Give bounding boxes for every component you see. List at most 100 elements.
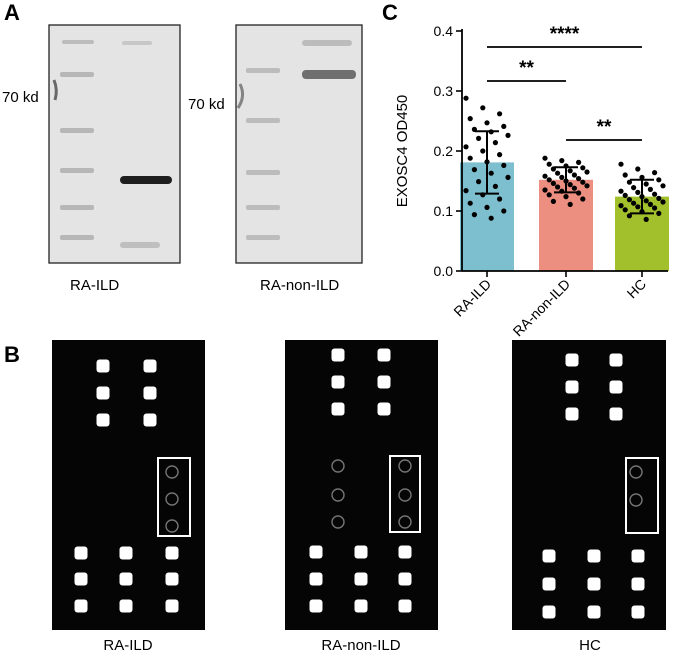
point-ra-non-ild-19 xyxy=(584,183,590,189)
point-ra-ild-21 xyxy=(492,183,498,189)
array-ra-non-ild-faint-spot-3 xyxy=(331,459,345,473)
point-ra-ild-28 xyxy=(471,212,477,218)
point-hc-13 xyxy=(652,191,658,197)
y-tick-label-2: 0.2 xyxy=(434,143,454,159)
array-ra-ild-spot-3 xyxy=(143,386,157,400)
array-ra-ild-spot-7 xyxy=(119,546,133,560)
point-hc-1 xyxy=(635,166,641,172)
y-tick-label-3: 0.3 xyxy=(434,83,454,99)
array-ra-ild-spot-9 xyxy=(74,572,88,586)
array-ra-non-ild-spot-2 xyxy=(331,375,345,389)
point-ra-ild-11 xyxy=(463,144,469,150)
blot-ra-non-ild-label: RA-non-ILD xyxy=(260,277,339,294)
point-ra-ild-0 xyxy=(463,95,469,101)
array-ra-non-ild-spot-0 xyxy=(331,348,345,362)
blot-ra-ild-marker: 70 kd xyxy=(2,89,39,106)
y-tick-label-1: 0.1 xyxy=(434,203,454,219)
array-ra-non-ild-spot-14 xyxy=(398,599,412,613)
array-ra-non-ild-faint-spot-0 xyxy=(398,459,412,473)
point-ra-non-ild-14 xyxy=(546,177,552,183)
array-ra-ild-spot-12 xyxy=(74,599,88,613)
array-ra-non-ild-faint-spot-1 xyxy=(398,488,412,502)
array-ra-non-ild-spot-3 xyxy=(377,375,391,389)
point-hc-7 xyxy=(643,181,649,187)
array-hc-faint-spot-0 xyxy=(629,465,643,479)
point-hc-5 xyxy=(656,177,662,183)
panel-a-letter: A xyxy=(4,0,20,25)
blot-ra-ild-ladder xyxy=(60,40,160,248)
array-ra-ild xyxy=(52,340,205,630)
significance-label-2: ** xyxy=(597,117,612,138)
point-ra-non-ild-25 xyxy=(546,192,552,198)
blot-ra-non-ild-membrane xyxy=(235,24,363,264)
point-hc-8 xyxy=(660,183,666,189)
point-ra-non-ild-1 xyxy=(559,158,565,164)
point-hc-28 xyxy=(626,213,633,219)
array-ra-non-ild-highlight-box xyxy=(389,455,421,533)
x-tick-label-1: RA-non-ILD xyxy=(510,276,574,340)
point-ra-non-ild-21 xyxy=(571,185,578,191)
point-ra-non-ild-0 xyxy=(542,155,548,161)
array-ra-ild-spot-1 xyxy=(143,359,157,373)
point-ra-non-ild-27 xyxy=(580,196,586,202)
point-ra-ild-17 xyxy=(471,167,477,173)
point-ra-ild-4 xyxy=(484,120,490,126)
point-hc-0 xyxy=(618,161,624,167)
point-ra-ild-16 xyxy=(501,162,507,168)
point-ra-non-ild-20 xyxy=(555,184,561,190)
array-hc-spot-14 xyxy=(631,605,645,619)
array-ra-non-ild-spot-1 xyxy=(377,348,391,362)
point-hc-6 xyxy=(626,179,633,185)
y-tick-label-4: 0.4 xyxy=(434,23,454,39)
blot-ra-non-ild-ladder xyxy=(246,40,356,240)
significance-label-1: ** xyxy=(519,58,534,79)
array-ra-ild-spot-4 xyxy=(96,413,110,427)
y-axis-label: EXOSC4 OD450 xyxy=(394,95,411,208)
blot-ra-ild: 70 kd RA-ILD xyxy=(2,24,181,294)
array-hc-spot-10 xyxy=(587,577,601,591)
blot-ra-ild-membrane xyxy=(48,24,181,264)
array-hc-spot-7 xyxy=(587,549,601,563)
array-hc-spot-8 xyxy=(631,549,645,563)
point-hc-20 xyxy=(631,200,637,206)
array-hc-spot-1 xyxy=(609,353,623,367)
point-ra-ild-18 xyxy=(488,170,494,176)
array-ra-non-ild-faint-spot-2 xyxy=(398,515,412,529)
point-ra-non-ild-17 xyxy=(550,180,557,186)
array-ra-non-ild-faint-spot-4 xyxy=(331,488,345,502)
array-ra-non-ild-spot-5 xyxy=(377,402,391,416)
array-hc-spot-2 xyxy=(565,380,579,394)
point-ra-non-ild-8 xyxy=(584,169,590,175)
array-ra-non-ild-spot-4 xyxy=(331,402,345,416)
point-hc-23 xyxy=(635,204,641,210)
point-ra-ild-9 xyxy=(476,135,482,141)
array-hc-spot-13 xyxy=(587,605,601,619)
blot-ra-non-ild-edge-smear xyxy=(236,83,245,109)
point-ra-ild-14 xyxy=(467,155,473,161)
array-ra-non-ild-spot-11 xyxy=(398,572,412,586)
point-ra-ild-13 xyxy=(497,152,503,158)
array-ra-ild-spot-0 xyxy=(96,359,110,373)
blot-ra-ild-label: RA-ILD xyxy=(70,277,119,294)
significance-label-0: **** xyxy=(550,24,580,45)
array-ra-non-ild-spot-12 xyxy=(309,599,323,613)
point-hc-21 xyxy=(647,201,654,207)
point-ra-ild-20 xyxy=(476,179,482,185)
array-hc-spot-5 xyxy=(609,407,623,421)
point-hc-25 xyxy=(622,207,628,213)
point-ra-non-ild-28 xyxy=(550,198,557,204)
point-hc-3 xyxy=(622,172,628,178)
array-hc-spot-11 xyxy=(631,577,645,591)
array-hc-spot-0 xyxy=(565,353,579,367)
array-hc-spot-3 xyxy=(609,380,623,394)
point-ra-non-ild-12 xyxy=(559,174,565,180)
panel-b-letter: B xyxy=(4,342,20,367)
array-ra-ild-spot-11 xyxy=(165,572,179,586)
panel-c-letter: C xyxy=(382,0,398,25)
array-hc-spot-12 xyxy=(542,605,556,619)
point-ra-ild-26 xyxy=(484,204,490,210)
array-ra-non-ild-spot-9 xyxy=(309,572,323,586)
blot-ra-ild-edge-smear xyxy=(52,79,58,101)
array-ra-ild-faint-spot-1 xyxy=(165,492,179,506)
